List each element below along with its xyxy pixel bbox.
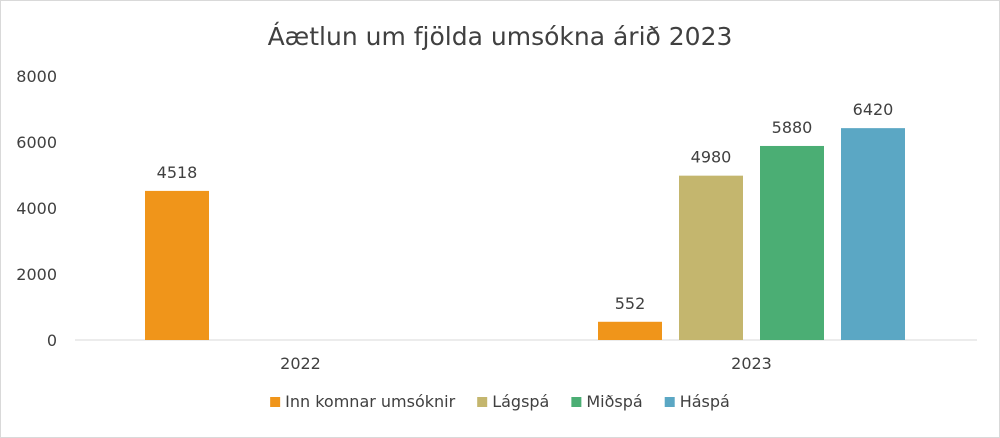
legend-label: Miðspá	[586, 392, 642, 411]
chart-title: Áætlun um fjölda umsókna árið 2023	[268, 22, 733, 51]
bar	[841, 128, 905, 340]
bar-value-label: 4980	[691, 148, 732, 167]
y-tick-label: 6000	[16, 133, 57, 152]
bar	[598, 321, 662, 340]
legend-swatch	[571, 397, 582, 407]
y-axis-ticks: 0 2000 4000 6000 8000	[16, 67, 57, 350]
legend-label: Lágspá	[492, 392, 549, 411]
data-labels-group: 4518 552 4980 5880 6420	[157, 100, 894, 313]
legend-label: Inn komnar umsóknir	[285, 392, 455, 411]
bar	[760, 145, 824, 340]
legend-item: Inn komnar umsóknir	[270, 392, 456, 411]
x-category-label: 2022	[280, 354, 321, 373]
bar-value-label: 6420	[853, 100, 894, 119]
bar-value-label: 552	[615, 294, 646, 313]
legend-item: Lágspá	[477, 392, 549, 411]
bar	[145, 190, 209, 340]
legend-item: Háspá	[664, 392, 730, 411]
y-tick-label: 8000	[16, 67, 57, 86]
legend-swatch	[664, 397, 675, 407]
y-tick-label: 0	[47, 331, 57, 350]
bar-value-label: 5880	[772, 118, 813, 137]
y-tick-label: 2000	[16, 265, 57, 284]
legend-item: Miðspá	[571, 392, 643, 411]
bar	[679, 175, 743, 340]
bar-value-label: 4518	[157, 163, 198, 182]
legend: Inn komnar umsóknir Lágspá Miðspá Háspá	[270, 392, 730, 411]
legend-swatch	[477, 397, 488, 407]
legend-label: Háspá	[680, 392, 730, 411]
x-axis-categories: 2022 2023	[280, 354, 772, 373]
bars-group	[145, 128, 905, 340]
legend-swatch	[270, 397, 281, 407]
y-tick-label: 4000	[16, 199, 57, 218]
x-category-label: 2023	[731, 354, 772, 373]
